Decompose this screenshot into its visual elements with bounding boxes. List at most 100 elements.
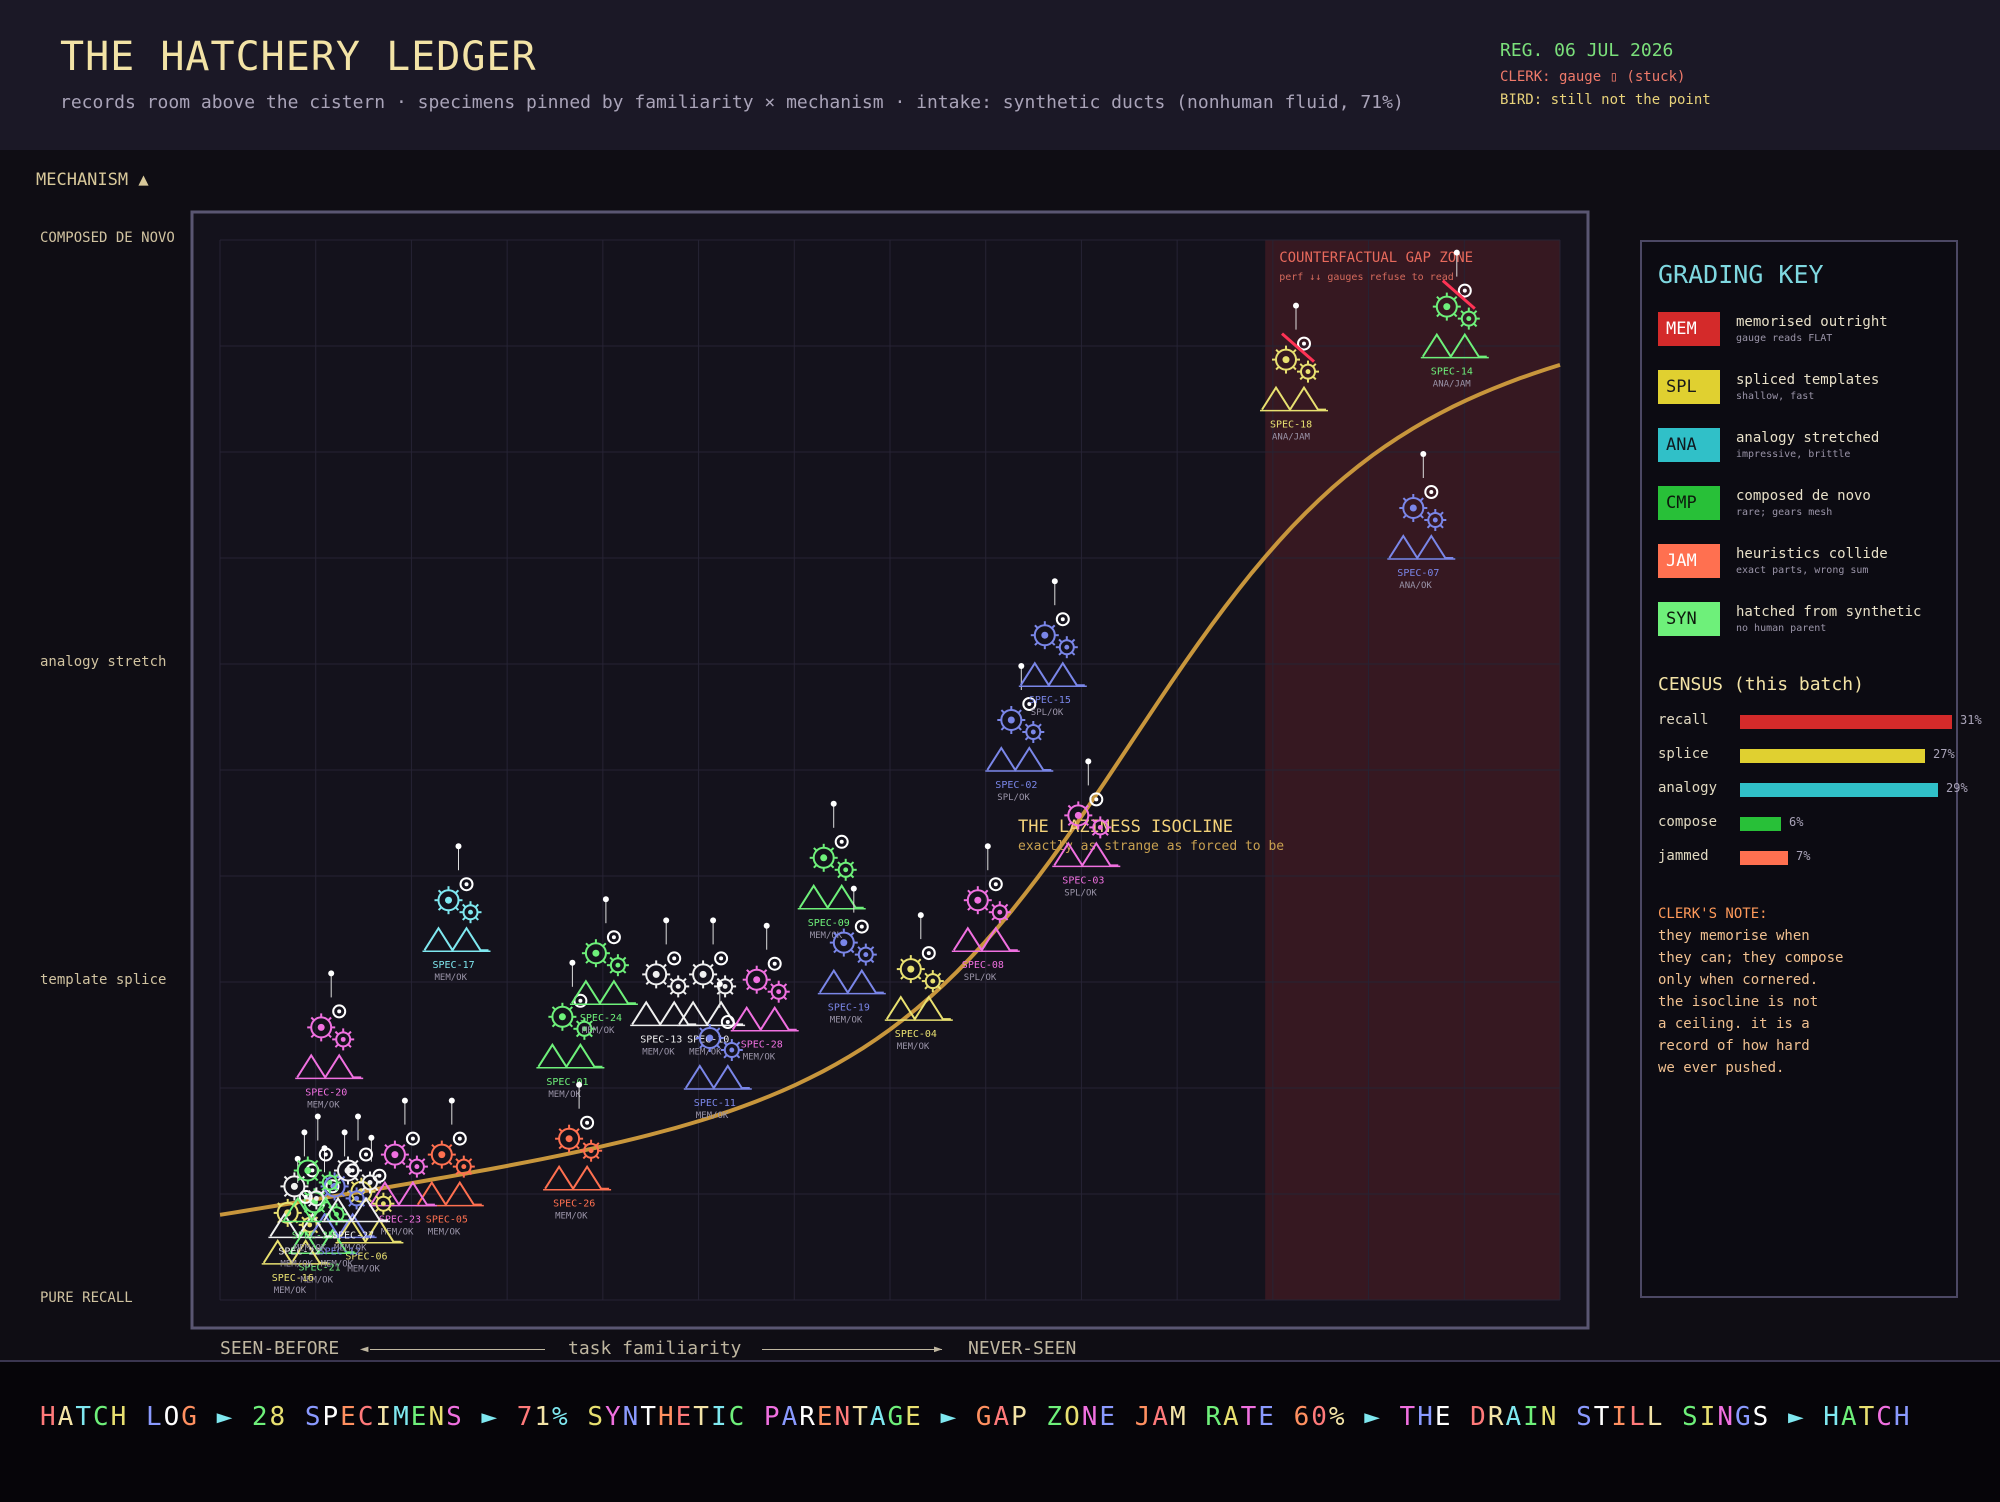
gear-tooth [609,969,614,974]
gear-tooth [837,861,842,866]
key-badge: JAM [1658,544,1720,578]
gear-hub-icon [820,854,828,862]
specimen-tag: MEM/OK [897,1042,930,1052]
eye-pupil [457,1136,462,1141]
gear-tooth [937,972,942,977]
key-label: analogy stretched [1736,430,1880,446]
gear-tooth [609,956,614,961]
specimen-marker: SPEC-07 ANA/OK [1387,451,1456,591]
gear-tooth [387,1207,392,1213]
eye-pupil [1027,702,1032,706]
gear-tooth [857,958,862,964]
gear-tooth [1292,348,1297,354]
pin-head-icon [401,1097,408,1104]
eye-icon [459,877,474,892]
pin-head-icon [576,1081,583,1088]
specimen-id: SPEC-06 [345,1252,387,1263]
gear-tooth [924,972,929,977]
gear-hub-icon [1030,729,1036,735]
specimen-id: SPEC-08 [962,960,1004,971]
pin-head-icon [1293,302,1299,309]
census-name: analogy [1658,780,1718,796]
clerk-note-line: record of how hard [1658,1038,1810,1054]
gear-tooth [437,889,443,894]
gear-hub-icon [558,1013,566,1021]
gear-tooth [699,1044,704,1049]
gear-tooth [709,980,714,986]
gear-tooth [1436,312,1441,318]
key-sublabel: shallow, fast [1736,391,1815,402]
key-sublabel: impressive, brittle [1736,449,1851,460]
gear-tooth [1312,363,1317,368]
gear-tooth [327,1016,332,1022]
eye-icon [767,956,782,971]
eye-pupil [350,1168,355,1173]
eye-icon [720,1015,735,1029]
key-label: hatched from synthetic [1736,604,1922,620]
gear-tooth [474,916,479,921]
specimen-marker: SPEC-14 ANA/JAM [1420,249,1489,390]
gear-tooth [1017,709,1022,714]
grid [219,239,1561,1301]
gear-tooth [813,847,818,852]
hatch-mound-icon [631,1000,697,1027]
eye-icon [332,1004,347,1019]
gear-tooth [360,1189,366,1195]
eye-icon [988,877,1003,892]
gear-tooth [384,1160,389,1166]
gear-tooth [468,1158,473,1163]
specimen-tag: ANA/JAM [1272,433,1311,443]
gear-tooth [716,977,721,983]
gear-tooth [374,1195,380,1200]
gear-tooth [350,1198,356,1203]
gear-tooth [558,1128,563,1133]
gear-tooth [431,1143,436,1149]
gear-tooth [682,977,687,983]
specimen-marker: SPEC-08 SPL/OK [951,843,1020,983]
eye-pupil [364,1152,368,1157]
eye-icon [405,1131,420,1146]
clerk-note-line: the isocline is not [1658,994,1819,1010]
gear-hub-icon [468,909,473,915]
pin-head-icon [314,1113,321,1120]
gear-tooth [917,958,922,963]
gear-tooth [558,1145,563,1150]
gap-zone-sublabel: perf ↓↓ gauges refuse to read [1279,272,1454,283]
gear-tooth [1419,497,1424,502]
specimen-marker: SPEC-18 ANA/JAM [1260,302,1328,443]
gear-tooth [1091,831,1097,836]
gear-tooth [1004,916,1009,921]
gear-tooth [1436,295,1441,301]
gear-tooth [367,1198,373,1203]
gear-tooth [297,1176,302,1182]
gear-hub-icon [706,1034,714,1042]
gear-tooth [967,906,972,911]
gear-tooth [1024,723,1030,728]
gear-tooth [1453,312,1458,318]
key-item-spl: SPL spliced templates shallow, fast [1658,370,1948,410]
pin-head-icon [663,917,670,924]
eye-pupil [585,1120,590,1125]
census-row-compose: compose 6% [1658,814,1958,834]
gear-hub-icon [753,976,761,984]
gear-tooth [462,903,467,908]
gear-tooth [283,1175,289,1181]
gear-tooth [314,1159,319,1165]
gear-tooth [348,1202,353,1207]
eye-pupil [1429,490,1434,494]
specimen-id: SPEC-13 [640,1034,682,1045]
key-label: memorised outright [1736,314,1888,330]
gear-tooth [1312,375,1317,381]
gear-tooth [1000,709,1005,714]
pin-head-icon [917,912,924,919]
gear-tooth [283,1192,289,1198]
specimen-id: SPEC-01 [546,1077,588,1088]
specimen-tag: MEM/OK [582,1026,615,1036]
pin-head-icon [569,959,576,966]
gear-tooth [568,1006,574,1011]
gear-tooth [582,1142,587,1147]
pin-head-icon [448,1097,455,1104]
gear-hub-icon [1282,356,1290,364]
gear-tooth [1104,831,1109,836]
hatch-mound-icon [323,1196,388,1223]
